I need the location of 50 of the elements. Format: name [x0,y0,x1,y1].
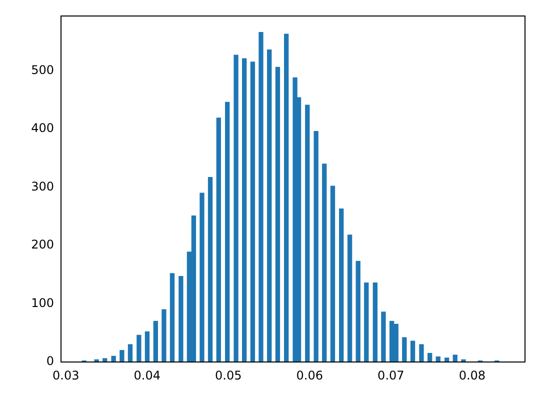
bar [322,164,327,362]
bar [428,352,432,362]
bar [284,34,289,362]
bar [330,186,336,362]
y-tick-label: 300 [31,179,54,194]
bar [364,282,369,362]
bar [234,54,238,362]
bar [275,66,280,362]
bar [225,102,230,362]
x-tick-label: 0.03 [52,368,80,382]
bar [305,104,310,362]
bar [410,340,416,362]
bar [267,49,272,362]
bar [389,320,394,362]
x-tick-label: 0.07 [378,368,404,382]
bar [153,320,158,362]
bar [347,234,352,362]
bar [208,177,213,362]
y-tick-label: 200 [31,238,54,252]
bar [200,192,204,362]
bar [111,356,116,362]
bar [170,273,175,362]
bar [242,58,247,362]
bar [216,118,221,362]
x-tick-label: 0.08 [458,368,486,382]
x-tick-label: 0.06 [296,368,324,382]
y-tick-label: 500 [31,62,54,77]
bar [162,309,166,362]
x-tick-label: 0.05 [215,368,242,382]
bar [136,334,142,362]
bar [419,344,424,362]
bar [144,331,150,362]
bar [402,337,407,362]
bar [356,260,360,362]
bar [128,344,133,362]
bar [394,324,398,362]
bar [178,276,184,362]
x-tick-label: 0.04 [134,368,160,382]
bar [250,62,256,362]
y-tick-label: 100 [31,296,54,310]
bar [339,208,344,362]
bar [452,354,458,362]
bar [372,282,378,362]
bar [314,131,318,362]
bar [258,32,264,362]
bar [120,350,124,362]
bar [381,312,386,362]
y-tick-label: 400 [31,121,54,136]
bar [191,215,196,362]
y-tick-label: 0 [46,354,54,368]
